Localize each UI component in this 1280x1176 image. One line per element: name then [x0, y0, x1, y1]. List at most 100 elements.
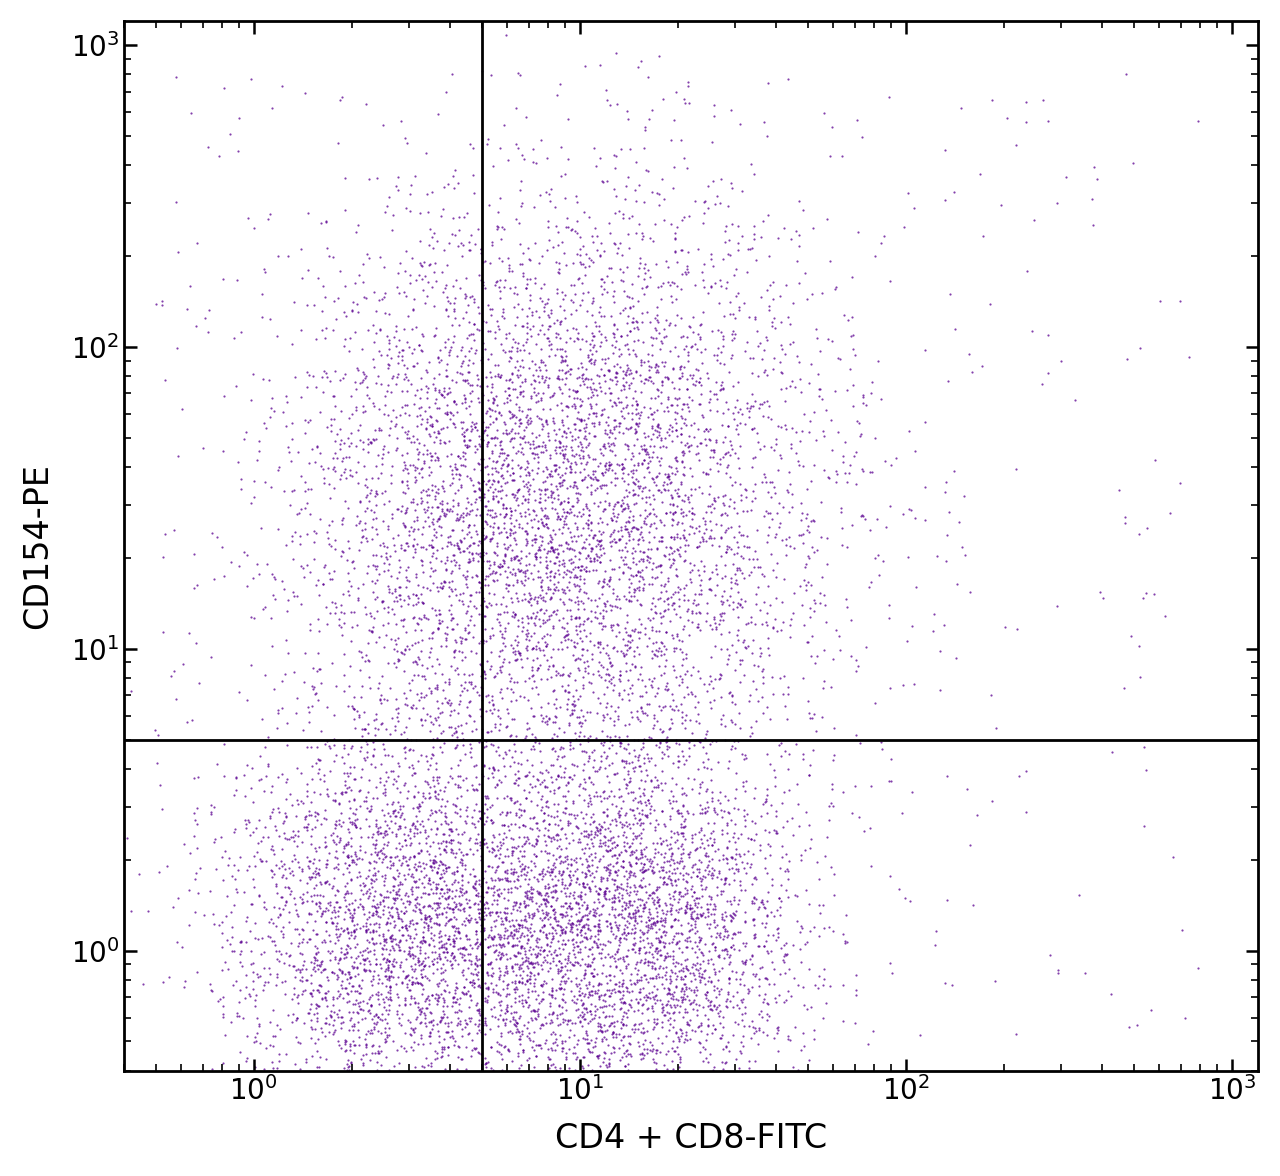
Point — [509, 1007, 530, 1025]
Point — [650, 927, 671, 946]
Point — [630, 623, 650, 642]
Point — [699, 918, 719, 937]
Point — [479, 627, 499, 646]
Point — [374, 933, 394, 951]
Point — [477, 723, 498, 742]
Point — [467, 370, 488, 389]
Point — [596, 842, 617, 861]
Point — [571, 254, 591, 273]
Point — [556, 922, 576, 941]
Point — [390, 818, 411, 837]
Point — [530, 485, 550, 503]
Point — [471, 809, 492, 828]
Point — [443, 497, 463, 516]
Point — [433, 955, 453, 974]
Point — [128, 864, 148, 883]
Point — [653, 868, 673, 887]
Point — [749, 969, 769, 988]
Point — [659, 867, 680, 886]
Point — [306, 895, 326, 914]
Point — [700, 671, 721, 690]
Point — [628, 757, 649, 776]
Point — [643, 1002, 663, 1021]
Point — [829, 640, 850, 659]
Point — [627, 520, 648, 539]
Point — [527, 814, 548, 833]
Point — [543, 603, 563, 622]
Point — [452, 338, 472, 356]
Point — [666, 696, 686, 715]
Point — [652, 801, 672, 820]
Point — [648, 278, 668, 296]
Point — [259, 755, 279, 774]
Point — [376, 1048, 397, 1067]
Point — [352, 396, 372, 415]
Point — [390, 816, 411, 835]
Point — [428, 349, 448, 368]
Point — [717, 989, 737, 1008]
Point — [439, 927, 460, 946]
Point — [701, 788, 722, 807]
Point — [559, 365, 580, 383]
Point — [600, 1015, 621, 1034]
Point — [535, 481, 556, 500]
Point — [453, 735, 474, 754]
Point — [372, 801, 393, 820]
Point — [352, 647, 372, 666]
Point — [723, 987, 744, 1005]
Point — [668, 1028, 689, 1047]
Point — [497, 370, 517, 389]
Point — [526, 445, 547, 463]
Point — [513, 860, 534, 878]
Point — [513, 445, 534, 463]
Point — [549, 555, 570, 574]
Point — [680, 895, 700, 914]
Point — [595, 984, 616, 1003]
Point — [367, 720, 388, 739]
Point — [417, 272, 438, 290]
Point — [374, 637, 394, 656]
Point — [311, 214, 332, 233]
Point — [489, 958, 509, 977]
Point — [475, 988, 495, 1007]
Point — [416, 913, 436, 931]
Point — [598, 1036, 618, 1055]
Point — [613, 922, 634, 941]
Point — [429, 508, 449, 527]
Point — [412, 1035, 433, 1054]
Point — [566, 399, 586, 417]
Point — [823, 922, 844, 941]
Point — [340, 948, 361, 967]
Point — [657, 503, 677, 522]
Point — [460, 586, 480, 604]
Point — [483, 401, 503, 420]
Point — [543, 541, 563, 560]
Point — [334, 666, 355, 684]
Point — [749, 897, 769, 916]
Point — [325, 920, 346, 938]
Point — [339, 539, 360, 557]
Point — [289, 858, 310, 877]
Point — [772, 532, 792, 550]
Point — [540, 860, 561, 878]
Point — [361, 433, 381, 452]
Point — [493, 495, 513, 514]
Point — [357, 486, 378, 505]
Point — [172, 937, 192, 956]
Point — [682, 920, 703, 938]
Point — [689, 477, 709, 496]
Point — [581, 323, 602, 342]
Point — [614, 1003, 635, 1022]
Point — [689, 714, 709, 733]
Point — [408, 795, 429, 814]
Point — [243, 823, 264, 842]
Point — [481, 967, 502, 985]
Point — [713, 610, 733, 629]
Point — [590, 479, 611, 497]
Point — [536, 329, 557, 348]
Point — [684, 890, 704, 909]
Point — [692, 302, 713, 321]
Point — [148, 726, 169, 744]
Point — [421, 683, 442, 702]
Point — [635, 441, 655, 460]
